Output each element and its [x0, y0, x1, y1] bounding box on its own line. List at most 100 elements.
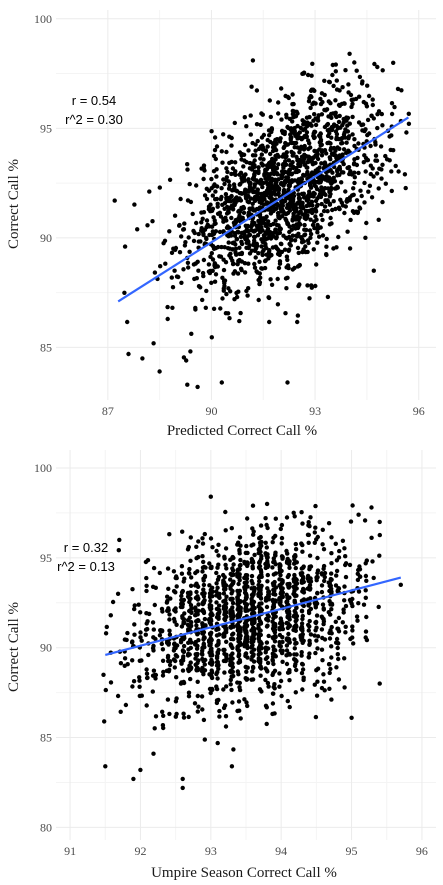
data-point	[335, 173, 340, 178]
data-point	[320, 602, 326, 607]
data-point	[279, 590, 284, 595]
data-point	[308, 217, 313, 222]
data-point	[281, 145, 286, 151]
data-point	[258, 122, 263, 128]
data-point	[279, 541, 284, 546]
data-point	[302, 222, 307, 228]
panel-2-x-axis-title: Umpire Season Correct Call %	[151, 865, 337, 881]
data-point	[251, 234, 257, 240]
data-point	[265, 144, 270, 149]
data-point	[209, 251, 214, 256]
data-point	[269, 252, 274, 258]
data-point	[334, 132, 340, 137]
data-point	[271, 535, 276, 540]
data-point	[333, 583, 339, 588]
data-point	[268, 277, 273, 282]
y-tick-label: 100	[34, 461, 52, 475]
data-point	[200, 645, 206, 650]
data-point	[320, 217, 325, 223]
data-point	[236, 581, 241, 587]
data-point	[241, 210, 247, 215]
data-point	[340, 538, 346, 543]
data-point	[210, 193, 215, 198]
data-point	[186, 544, 191, 550]
data-point	[293, 582, 298, 587]
data-point	[185, 382, 190, 387]
data-point	[406, 111, 411, 117]
data-point	[273, 244, 278, 249]
data-point	[164, 600, 170, 605]
data-point	[202, 737, 207, 742]
data-point	[339, 141, 344, 146]
data-point	[181, 227, 187, 232]
data-point	[268, 139, 273, 145]
data-point	[314, 537, 319, 542]
data-point	[239, 191, 245, 196]
y-tick-label: 80	[40, 820, 52, 834]
data-point	[352, 137, 357, 142]
data-point	[273, 562, 278, 567]
data-point	[232, 120, 237, 126]
data-point	[173, 245, 179, 251]
data-point	[242, 697, 247, 702]
data-point	[251, 586, 257, 591]
data-point	[266, 219, 271, 224]
data-point	[313, 214, 318, 219]
data-point	[179, 571, 185, 576]
data-point	[299, 566, 304, 571]
data-point	[249, 617, 254, 623]
data-point	[201, 231, 206, 237]
data-point	[224, 149, 229, 155]
data-point	[217, 632, 222, 637]
data-point	[228, 289, 233, 294]
data-point	[255, 189, 260, 194]
data-point	[278, 678, 284, 684]
data-point	[305, 172, 310, 177]
data-point	[187, 249, 192, 254]
data-point	[151, 668, 157, 673]
data-point	[223, 509, 228, 515]
data-point	[179, 280, 184, 285]
data-point	[186, 690, 192, 695]
data-point	[365, 117, 371, 123]
data-point	[343, 204, 348, 209]
data-point	[232, 233, 238, 238]
data-point	[126, 351, 131, 357]
data-point	[214, 581, 219, 586]
data-point	[208, 598, 213, 604]
data-point	[151, 643, 156, 649]
data-point	[198, 239, 203, 244]
data-point	[230, 206, 236, 211]
data-point	[310, 222, 316, 228]
data-point	[144, 611, 149, 616]
data-point	[342, 584, 347, 589]
data-point	[309, 285, 314, 290]
data-point	[389, 169, 394, 174]
data-point	[210, 545, 215, 550]
data-point	[279, 586, 284, 591]
data-point	[238, 543, 243, 548]
data-point	[171, 616, 177, 622]
data-point	[341, 147, 347, 152]
data-point	[330, 177, 335, 182]
data-point	[279, 180, 284, 186]
data-point	[331, 199, 336, 204]
data-point	[290, 92, 295, 97]
data-point	[103, 764, 108, 769]
data-point	[225, 311, 231, 316]
data-point	[158, 628, 164, 633]
data-point	[185, 590, 191, 596]
data-point	[309, 123, 314, 128]
data-point	[302, 162, 308, 168]
data-point	[122, 290, 127, 295]
data-point	[244, 642, 249, 647]
data-point	[144, 583, 149, 588]
data-point	[195, 632, 200, 637]
data-point	[303, 249, 308, 255]
data-point	[267, 133, 272, 138]
data-point	[348, 169, 353, 174]
data-point	[332, 186, 338, 191]
data-point	[329, 124, 335, 130]
data-point	[297, 262, 302, 268]
data-point	[204, 218, 210, 223]
